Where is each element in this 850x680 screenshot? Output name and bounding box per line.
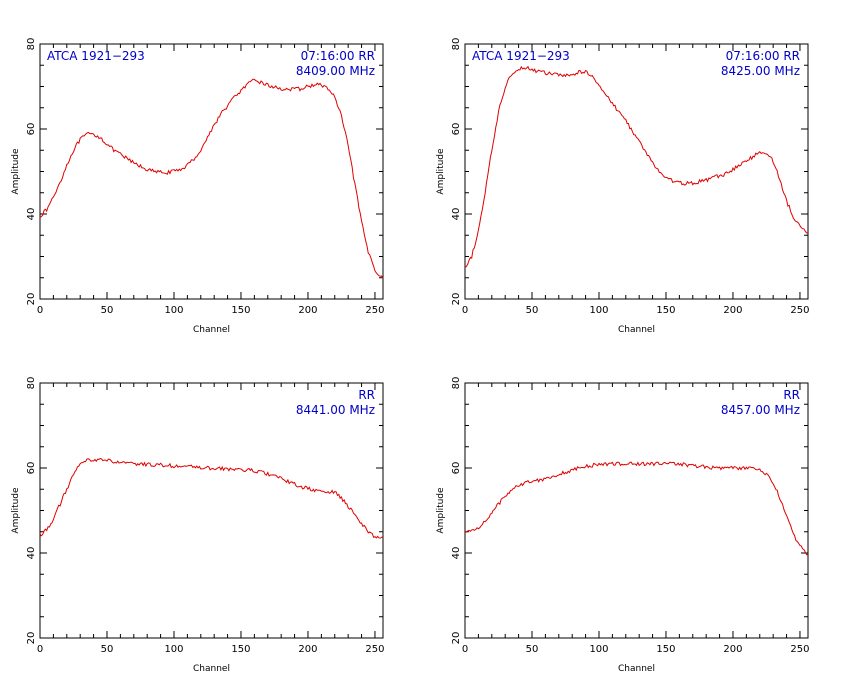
- x-tick-label: 250: [365, 305, 384, 316]
- spectrum-panel-8425mhz: ATCA 1921−293 07:16:00 RR 8425.00 MHz 0 5…: [436, 38, 810, 335]
- plot-frame: [39, 43, 384, 300]
- y-tick-label: 60: [451, 462, 462, 475]
- x-tick-label: 200: [298, 644, 317, 655]
- y-tick-label: 40: [451, 208, 462, 221]
- y-tick-label: 80: [26, 377, 37, 390]
- x-tick-label: 0: [462, 644, 468, 655]
- x-axis-label: Channel: [193, 325, 230, 335]
- y-tick-label: 60: [26, 462, 37, 475]
- x-tick-label: 100: [164, 644, 183, 655]
- y-tick-label: 80: [451, 38, 462, 51]
- x-tick-label: 150: [231, 305, 250, 316]
- y-axis-label: Amplitude: [436, 487, 446, 534]
- x-tick-label: 0: [37, 644, 43, 655]
- y-tick-label: 40: [26, 208, 37, 221]
- x-tick-label: 250: [365, 644, 384, 655]
- x-tick-label: 100: [589, 644, 608, 655]
- y-axis-label: Amplitude: [11, 148, 21, 195]
- time-polarization-label: 07:16:00 RR: [726, 49, 800, 63]
- plot-frame: [464, 43, 809, 300]
- x-tick-label: 50: [101, 305, 114, 316]
- spectrum-panel-8409mhz: ATCA 1921−293 07:16:00 RR 8409.00 MHz 0 5…: [11, 38, 385, 335]
- frequency-label: 8441.00 MHz: [296, 403, 375, 417]
- x-tick-label: 150: [231, 644, 250, 655]
- amplitude-curve: [464, 461, 809, 556]
- x-tick-label: 200: [723, 305, 742, 316]
- polarization-label: RR: [358, 388, 375, 402]
- x-tick-label: 250: [790, 644, 809, 655]
- plot-frame: [464, 382, 809, 639]
- y-tick-label: 60: [451, 123, 462, 136]
- x-tick-label: 50: [101, 644, 114, 655]
- amplitude-curve: [39, 78, 384, 279]
- frequency-label: 8409.00 MHz: [296, 64, 375, 78]
- x-axis-label: Channel: [618, 664, 655, 674]
- x-tick-label: 50: [526, 305, 539, 316]
- spectrum-panel-8457mhz: RR 8457.00 MHz 0 50 100 150 200 250 20 40 60 80 Ch…: [436, 377, 810, 674]
- amplitude-curve: [39, 457, 384, 539]
- y-axis-label: Amplitude: [436, 148, 446, 195]
- x-tick-label: 150: [656, 305, 675, 316]
- x-axis-label: Channel: [618, 325, 655, 335]
- y-tick-label: 20: [26, 632, 37, 645]
- x-tick-label: 100: [164, 305, 183, 316]
- y-tick-label: 80: [26, 38, 37, 51]
- x-tick-label: 200: [298, 305, 317, 316]
- y-tick-label: 80: [451, 377, 462, 390]
- x-tick-label: 150: [656, 644, 675, 655]
- y-tick-label: 40: [451, 547, 462, 560]
- x-tick-label: 0: [462, 305, 468, 316]
- source-label: ATCA 1921−293: [472, 49, 570, 63]
- y-tick-label: 40: [26, 547, 37, 560]
- frequency-label: 8425.00 MHz: [721, 64, 800, 78]
- x-tick-label: 250: [790, 305, 809, 316]
- y-tick-label: 20: [26, 293, 37, 306]
- y-tick-label: 20: [451, 632, 462, 645]
- y-tick-label: 60: [26, 123, 37, 136]
- y-tick-label: 20: [451, 293, 462, 306]
- polarization-label: RR: [783, 388, 800, 402]
- plot-frame: [39, 382, 384, 639]
- amplitude-curve: [464, 65, 809, 268]
- frequency-label: 8457.00 MHz: [721, 403, 800, 417]
- spectrum-panel-8441mhz: RR 8441.00 MHz 0 50 100 150 200 250 20 40 60 80 Ch…: [11, 377, 385, 674]
- y-axis-label: Amplitude: [11, 487, 21, 534]
- source-label: ATCA 1921−293: [47, 49, 145, 63]
- x-tick-label: 100: [589, 305, 608, 316]
- time-polarization-label: 07:16:00 RR: [301, 49, 375, 63]
- x-tick-label: 200: [723, 644, 742, 655]
- x-axis-label: Channel: [193, 664, 230, 674]
- x-tick-label: 50: [526, 644, 539, 655]
- x-tick-label: 0: [37, 305, 43, 316]
